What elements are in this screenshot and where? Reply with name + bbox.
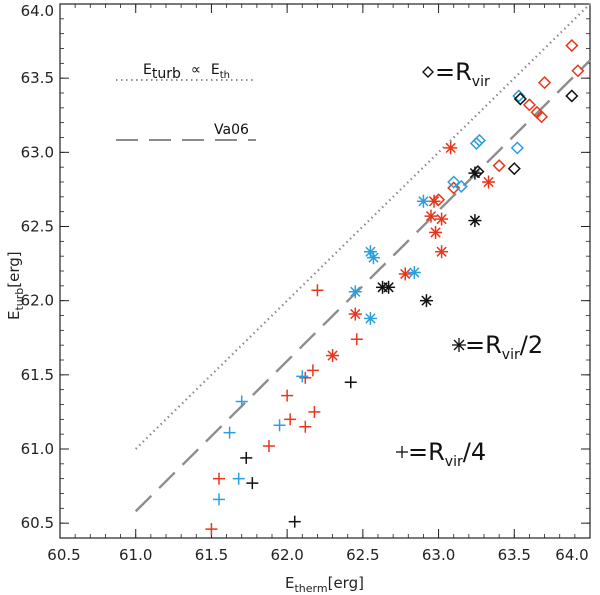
svg-text:=Rvir: =Rvir: [435, 58, 490, 90]
data-point-diamond: [565, 38, 579, 53]
data-point-asterisk: [366, 251, 380, 265]
data-point-plus: [273, 419, 286, 432]
data-point-plus: [284, 413, 297, 426]
data-point-asterisk: [398, 267, 412, 281]
data-point-plus: [288, 515, 301, 528]
data-point-diamond: [472, 133, 487, 148]
data-point-asterisk: [468, 166, 482, 180]
data-point-diamond: [454, 179, 468, 194]
x-tick-label: 64.0: [555, 546, 588, 564]
data-point-asterisk: [468, 214, 482, 228]
data-point-asterisk: [326, 349, 340, 363]
y-tick-label: 62.5: [21, 218, 54, 236]
x-tick-label: 63.5: [498, 546, 531, 564]
data-markers: [205, 38, 585, 536]
data-point-diamond: [492, 159, 506, 173]
diamond-icon: [422, 66, 434, 78]
x-tick-label: 62.5: [346, 546, 379, 564]
data-point-asterisk: [435, 212, 449, 226]
svg-text:=Rvir/2: =Rvir/2: [465, 331, 543, 363]
axes-layer: 60.5 61.0 61.5 62.0 62.5 63.0 63.5 64.0 60.5 61.0…: [21, 2, 591, 564]
data-point-plus: [232, 472, 245, 485]
va06-dashed-line: [134, 59, 591, 513]
data-point-plus: [262, 440, 275, 453]
equipartition-dotted-line: [134, 3, 591, 450]
x-tick-label: 62.0: [270, 546, 303, 564]
data-point-plus: [213, 493, 225, 506]
data-point-plus: [299, 420, 312, 433]
svg-text:=Rvir/4: =Rvir/4: [408, 438, 486, 470]
data-point-plus: [205, 523, 218, 536]
data-point-asterisk: [348, 285, 362, 299]
data-point-asterisk: [407, 265, 421, 279]
data-point-plus: [246, 477, 259, 490]
data-point-diamond: [510, 141, 524, 155]
annotation-rvir-half: =Rvir/2: [452, 331, 543, 363]
marker-legend: =Rvir =Rvir/2 =Rvir/4: [396, 58, 543, 470]
data-point-plus: [235, 395, 248, 408]
y-axis-label: Eturb[erg]: [5, 251, 26, 320]
y-tick-label: 63.5: [21, 69, 54, 87]
data-point-plus: [311, 284, 324, 297]
data-point-asterisk: [482, 175, 496, 189]
plus-icon: [396, 446, 408, 458]
legend: Eturb ∝ Eth Va06: [116, 62, 256, 141]
data-point-diamond: [538, 76, 552, 90]
legend-item-va06: Va06: [214, 122, 249, 138]
data-point-plus: [299, 371, 312, 384]
data-point-asterisk: [444, 141, 458, 155]
data-point-asterisk: [429, 225, 443, 239]
x-tick-label: 61.5: [195, 546, 228, 564]
data-point-diamond: [512, 89, 526, 103]
y-tick-label: 61.5: [21, 366, 54, 384]
data-point-diamond: [507, 162, 521, 176]
data-point-asterisk: [363, 311, 377, 325]
data-point-asterisk: [419, 294, 433, 308]
data-point-plus: [240, 451, 253, 464]
data-point-diamond: [571, 64, 585, 78]
reference-lines: [134, 3, 591, 513]
y-tick-label: 62.0: [21, 292, 54, 310]
x-axis-label: Etherm[erg]: [285, 574, 364, 595]
y-tick-label: 61.0: [21, 440, 54, 458]
annotation-rvir: =Rvir: [422, 58, 490, 90]
data-point-diamond: [522, 98, 536, 112]
y-tick-label: 60.5: [21, 514, 54, 532]
data-point-diamond: [513, 92, 527, 106]
data-point-plus: [308, 405, 321, 418]
x-tick-label: 60.5: [47, 546, 80, 564]
x-tick-label: 61.0: [119, 546, 152, 564]
data-point-plus: [306, 364, 319, 377]
data-point-asterisk: [424, 209, 438, 223]
y-tick-label: 63.0: [21, 143, 54, 161]
data-point-plus: [223, 426, 236, 439]
data-point-asterisk: [427, 194, 441, 208]
data-point-plus: [281, 389, 294, 402]
data-point-asterisk: [435, 245, 449, 259]
annotation-rvir-quarter: =Rvir/4: [396, 438, 486, 470]
data-point-asterisk: [382, 280, 396, 294]
data-point-plus: [350, 333, 363, 346]
asterisk-icon: [452, 338, 466, 352]
data-point-diamond: [447, 181, 461, 195]
data-point-plus: [213, 472, 225, 485]
data-point-asterisk: [348, 307, 362, 321]
data-point-plus: [296, 370, 309, 383]
legend-item-equipartition: Eturb ∝ Eth: [143, 62, 230, 82]
data-point-diamond: [534, 110, 549, 124]
y-tick-label: 64.0: [21, 2, 54, 20]
data-point-plus: [344, 376, 357, 389]
data-point-diamond: [565, 89, 579, 103]
plot-frame: [59, 3, 591, 539]
x-tick-label: 63.0: [422, 546, 455, 564]
data-point-asterisk: [416, 194, 430, 208]
